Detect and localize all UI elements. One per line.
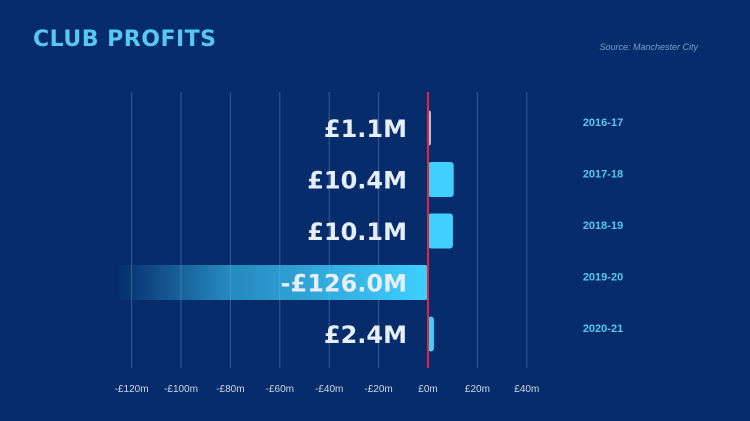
category-label: 2020-21 [583,323,623,335]
category-label: 2018-19 [583,220,623,232]
data-label: £10.4M [307,167,407,195]
x-tick-label: -£60m [266,384,294,395]
bar-2018-19 [428,213,453,249]
x-tick-label: -£120m [115,384,149,395]
x-tick-label: £20m [465,384,490,395]
x-tick-label: -£100m [164,384,198,395]
x-tick-label: -£80m [216,384,244,395]
data-label: £1.1M [324,115,407,143]
x-tick-label: £40m [514,384,539,395]
bar-2017-18 [428,162,454,197]
data-label: £10.1M [307,218,407,246]
data-label: -£126.0M [281,270,407,298]
source-note: Source: Manchester City [599,42,698,52]
category-label: 2019-20 [583,272,623,284]
data-label: £2.4M [324,321,407,349]
bar-2019-20 [116,265,428,300]
category-label: 2017-18 [583,169,623,181]
bar-2020-21 [428,316,434,352]
chart-title: CLUB PROFITS [33,27,217,52]
x-tick-label: -£20m [364,384,392,395]
x-tick-label: £0m [418,384,437,395]
category-label: 2016-17 [583,117,623,129]
x-tick-label: -£40m [315,384,343,395]
